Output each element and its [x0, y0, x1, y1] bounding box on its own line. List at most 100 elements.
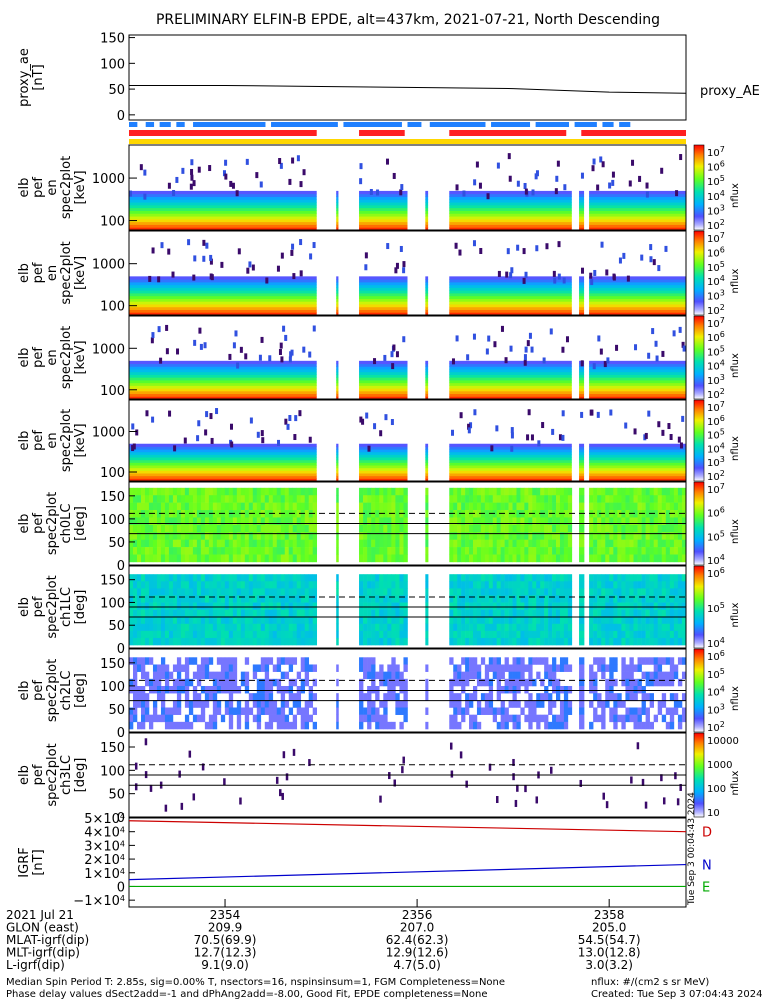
- pitch-cell: [208, 637, 214, 646]
- pitch-cell: [645, 602, 650, 610]
- pitch-cell: [457, 524, 462, 533]
- pitch-cell: [200, 671, 206, 680]
- pitch-cell: [152, 532, 158, 540]
- pitch-cell: [387, 574, 392, 582]
- pitch-cell: [129, 678, 134, 687]
- pitch-cell: [544, 581, 549, 589]
- spectrogram-speckle: [530, 434, 534, 441]
- pitch-cell: [617, 487, 622, 496]
- spectrogram-speckle: [647, 352, 651, 359]
- pitch-cell: [629, 693, 634, 701]
- spectrogram-band: [579, 227, 585, 231]
- pitch-cell: [673, 630, 679, 639]
- spectrogram-band: [129, 379, 317, 384]
- pitch-cell: [248, 487, 254, 496]
- footer-row-value: 70.5(69.9): [194, 933, 257, 947]
- pitch-cell: [657, 581, 663, 589]
- pitch-cell: [264, 685, 270, 694]
- spectrogram-band: [336, 388, 339, 392]
- spectrogram-band: [579, 213, 585, 217]
- pitch-speckle: [402, 756, 405, 764]
- pitch-speckle: [550, 766, 553, 774]
- pitch-cell: [136, 510, 142, 518]
- pitch-cell: [216, 547, 222, 555]
- pitch-cell: [601, 524, 606, 533]
- pitch-cell: [160, 554, 166, 563]
- pitch-cell: [520, 678, 525, 687]
- spectrogram-speckle: [399, 245, 403, 252]
- pitch-cell: [633, 517, 638, 526]
- pitch-cell: [252, 510, 258, 518]
- pitch-cell: [129, 685, 134, 694]
- spectrogram-speckle: [284, 334, 288, 341]
- pitch-cell: [601, 574, 606, 582]
- pitch-cell: [589, 539, 594, 548]
- pitch-cell: [563, 630, 569, 639]
- pitch-cell: [633, 532, 638, 540]
- pitch-cell: [284, 502, 290, 511]
- pitch-cell: [156, 664, 162, 672]
- pitch-cell: [617, 510, 622, 518]
- pitch-cell: [240, 678, 246, 687]
- colorbar-tick: 107: [707, 145, 725, 159]
- pitch-cell: [200, 700, 206, 708]
- pitch-cell: [228, 602, 234, 610]
- pitch-cell: [579, 602, 585, 610]
- pitch-cell: [403, 664, 408, 672]
- pitch-cell: [367, 657, 372, 665]
- pitch-cell: [212, 714, 218, 723]
- pitch-cell: [637, 685, 642, 694]
- spectrogram-band: [336, 210, 339, 214]
- pitch-cell: [552, 623, 557, 632]
- pitch-cell: [308, 685, 314, 694]
- pitch-cell: [480, 539, 486, 548]
- pitch-cell: [593, 630, 598, 639]
- spectrogram-speckle: [580, 360, 584, 367]
- pitch-cell: [132, 700, 138, 708]
- spectrogram-speckle: [649, 256, 653, 263]
- pitch-cell: [132, 671, 138, 680]
- pitch-cell: [232, 510, 238, 518]
- pitch-cell: [244, 602, 250, 610]
- pitch-cell: [192, 502, 198, 511]
- colorbar: [693, 481, 705, 566]
- pitch-cell: [264, 721, 270, 730]
- pitch-cell: [220, 517, 226, 526]
- pitch-cell: [589, 623, 594, 632]
- pitch-cell: [292, 616, 298, 625]
- pitch-cell: [524, 487, 529, 496]
- pitch-cell: [629, 678, 634, 687]
- pitch-cell: [367, 616, 372, 625]
- pitch-cell: [457, 574, 462, 582]
- pitch-speckle: [308, 759, 311, 767]
- pitch-cell: [160, 707, 166, 715]
- pitch-cell: [296, 554, 302, 563]
- pitch-cell: [625, 693, 630, 701]
- pitch-cell: [488, 602, 494, 610]
- pitch-cell: [480, 693, 486, 701]
- pitch-cell: [465, 623, 470, 632]
- pitch-cell: [276, 616, 282, 625]
- pitch-cell: [673, 502, 679, 511]
- pitch-speckle: [285, 773, 289, 781]
- pitch-cell: [280, 630, 286, 639]
- pitch-cell: [563, 554, 569, 563]
- spectrogram-band: [359, 467, 408, 471]
- spectrogram-speckle: [235, 190, 239, 197]
- pitch-cell: [260, 623, 266, 632]
- pitch-cell: [453, 707, 458, 715]
- pitch-cell: [476, 630, 482, 639]
- pitch-cell: [192, 547, 198, 555]
- pitch-cell: [379, 721, 384, 730]
- pitch-cell: [300, 602, 306, 610]
- pitch-cell: [188, 623, 194, 632]
- pitch-cell: [132, 595, 138, 603]
- pitch-cell: [461, 609, 466, 618]
- spectrogram-speckle: [168, 410, 172, 417]
- pitch-cell: [512, 495, 517, 503]
- spectrogram-speckle: [292, 273, 296, 280]
- pitch-cell: [540, 588, 545, 596]
- pitch-cell: [288, 581, 294, 589]
- pitch-cell: [184, 588, 190, 596]
- pitch-cell: [601, 671, 606, 680]
